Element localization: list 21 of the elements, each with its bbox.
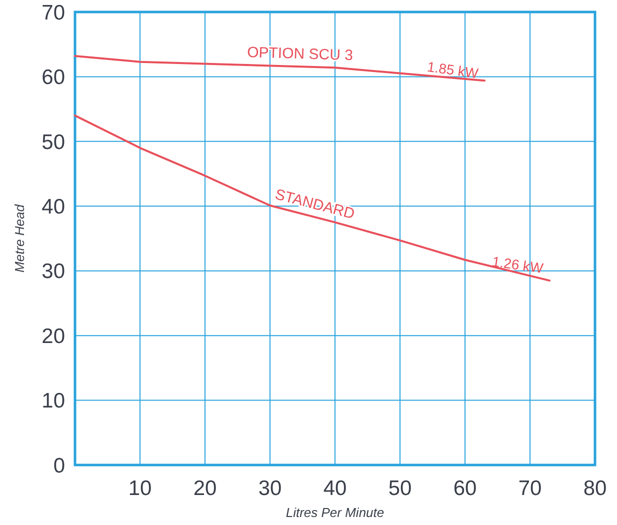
line-series	[74, 114, 550, 282]
y-tick-label: 0	[53, 454, 65, 478]
x-tick-label: 40	[323, 477, 347, 500]
y-tick-label: 10	[42, 390, 65, 413]
y-tick-label: 30	[42, 260, 65, 284]
x-tick-label: 20	[193, 477, 217, 500]
y-tick-label: 50	[42, 130, 65, 154]
x-tick-label: 80	[583, 477, 607, 500]
y-tick-label: 70	[42, 1, 65, 24]
x-tick-label: 70	[518, 477, 542, 500]
y-axis-title: Metre Head	[12, 204, 27, 272]
annotation: 1.85 kW	[426, 58, 480, 82]
x-axis-title: Litres Per Minute	[286, 505, 384, 520]
x-tick-label: 10	[128, 477, 152, 500]
x-tick-label: 30	[258, 477, 282, 500]
y-tick-label: 40	[42, 195, 65, 218]
annotation: 1.26 kW	[491, 253, 546, 276]
x-tick-label: 60	[453, 477, 477, 500]
y-tick-label: 20	[42, 324, 65, 348]
y-tick-label: 60	[42, 66, 65, 90]
x-tick-label: 50	[388, 477, 412, 500]
